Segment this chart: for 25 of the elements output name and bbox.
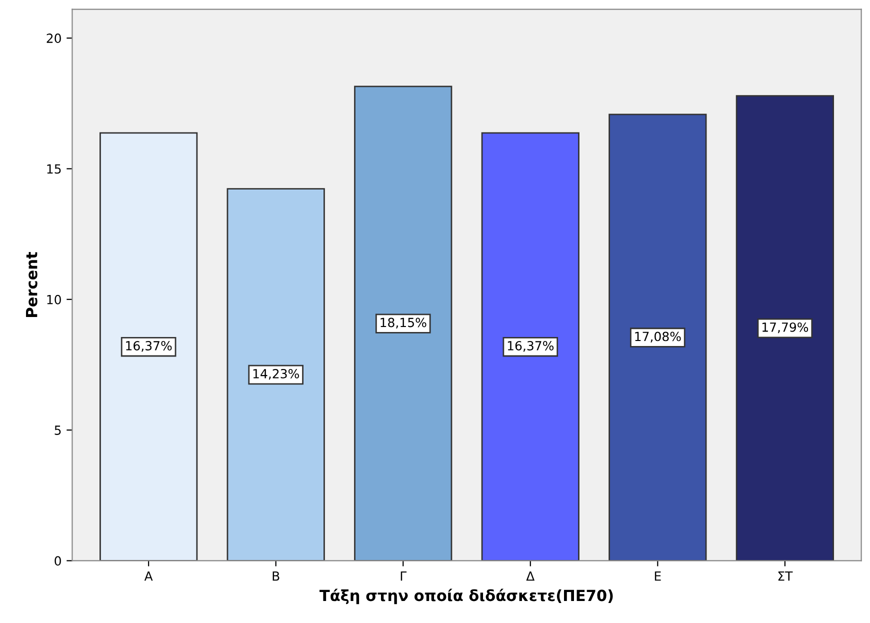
x-tick-label: Β [272, 572, 280, 581]
data-label: 17,79% [762, 322, 808, 334]
x-tick-label: Δ [526, 572, 535, 581]
data-label: 14,23% [253, 368, 299, 380]
data-label: 16,37% [508, 340, 554, 352]
x-tick-label: Γ [400, 572, 407, 581]
bar [100, 132, 198, 561]
y-axis-title: Percent [26, 252, 38, 317]
y-tick-label: 15 [47, 164, 61, 174]
x-tick-label: Α [144, 572, 153, 581]
y-tick-label: 20 [46, 34, 61, 44]
bar [226, 188, 325, 561]
data-label: 16,37% [126, 340, 172, 352]
bar [736, 95, 834, 561]
y-tick-label: 0 [54, 556, 61, 566]
data-label: 18,15% [380, 318, 426, 328]
bar [608, 114, 707, 561]
x-tick-label: ΣΤ [778, 572, 793, 581]
bar [354, 86, 452, 561]
x-axis-title: Τάξη στην οποία διδάσκετε(ΠΕ70) [320, 588, 613, 604]
data-label: 17,08% [635, 332, 681, 342]
x-tick-label: Ε [654, 572, 661, 581]
bar [481, 132, 580, 561]
y-tick-label: 5 [54, 426, 61, 435]
y-tick-label: 10 [47, 294, 61, 304]
